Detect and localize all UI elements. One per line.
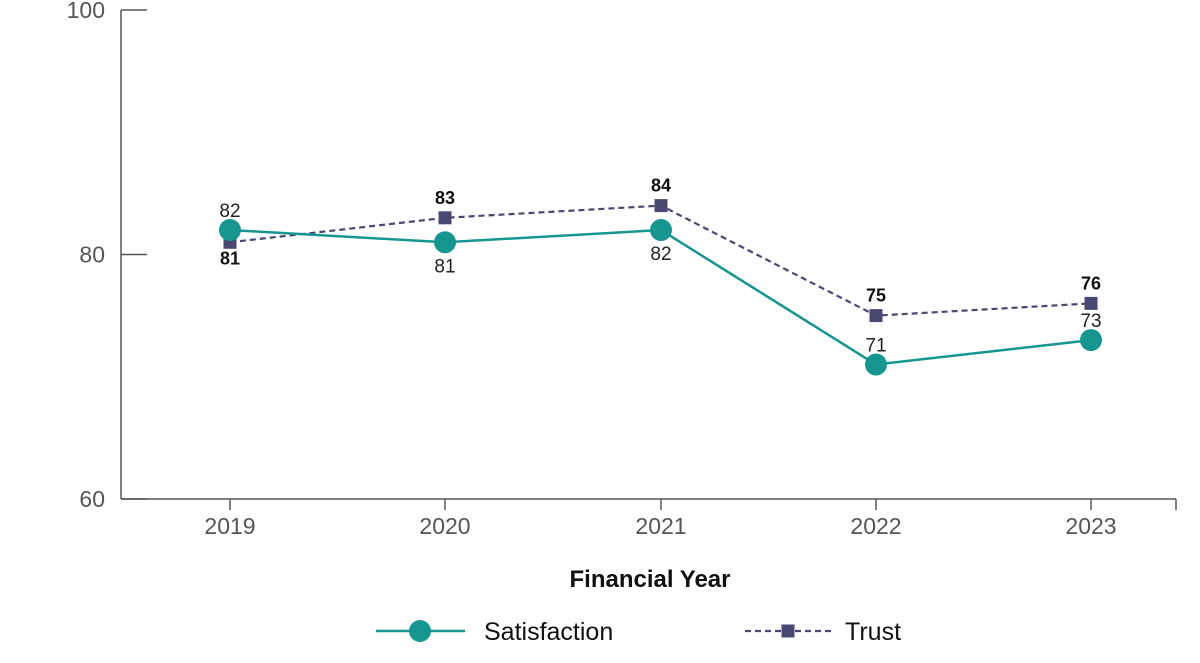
trust-marker: [438, 211, 452, 225]
legend-trust-label: Trust: [845, 618, 901, 646]
trust-data-label: 83: [435, 188, 455, 208]
satisfaction-marker: [219, 219, 241, 242]
axes: 60 80 100 2019 2020 2021 2022 2023: [67, 0, 1177, 539]
satisfaction-marker: [434, 231, 456, 254]
satisfaction-marker: [650, 219, 672, 242]
data-labels: 82 81 82 71 73 81 83 84 75 76: [219, 176, 1101, 357]
legend-trust-marker: [781, 624, 795, 638]
trust-data-label: 81: [220, 248, 240, 268]
trust-data-label: 84: [651, 176, 671, 196]
satisfaction-data-label: 82: [650, 244, 671, 265]
x-tick-label: 2019: [204, 513, 255, 539]
legend: Satisfaction Trust: [376, 618, 901, 646]
x-tick-label: 2023: [1065, 513, 1116, 539]
trust-data-label: 76: [1081, 273, 1101, 293]
y-tick-label: 100: [67, 0, 105, 23]
y-tick-label: 80: [79, 242, 105, 268]
satisfaction-data-label: 71: [865, 336, 886, 357]
x-tick-label: 2022: [850, 513, 901, 539]
satisfaction-data-label: 82: [219, 201, 240, 222]
trust-marker: [654, 199, 668, 213]
satisfaction-data-label: 73: [1080, 311, 1101, 332]
trust-marker: [1084, 296, 1098, 310]
legend-satisfaction-label: Satisfaction: [484, 618, 613, 646]
x-axis-title: Financial Year: [570, 566, 731, 593]
x-tick-label: 2021: [635, 513, 686, 539]
trust-marker: [869, 309, 883, 323]
satisfaction-marker: [1080, 329, 1102, 352]
trust-data-label: 75: [866, 286, 886, 306]
y-tick-label: 60: [79, 486, 105, 512]
satisfaction-data-label: 81: [434, 256, 455, 277]
x-tick-label: 2020: [419, 513, 470, 539]
series-layer: [219, 199, 1102, 376]
satisfaction-marker: [865, 353, 887, 376]
legend-satisfaction-marker: [409, 620, 431, 642]
